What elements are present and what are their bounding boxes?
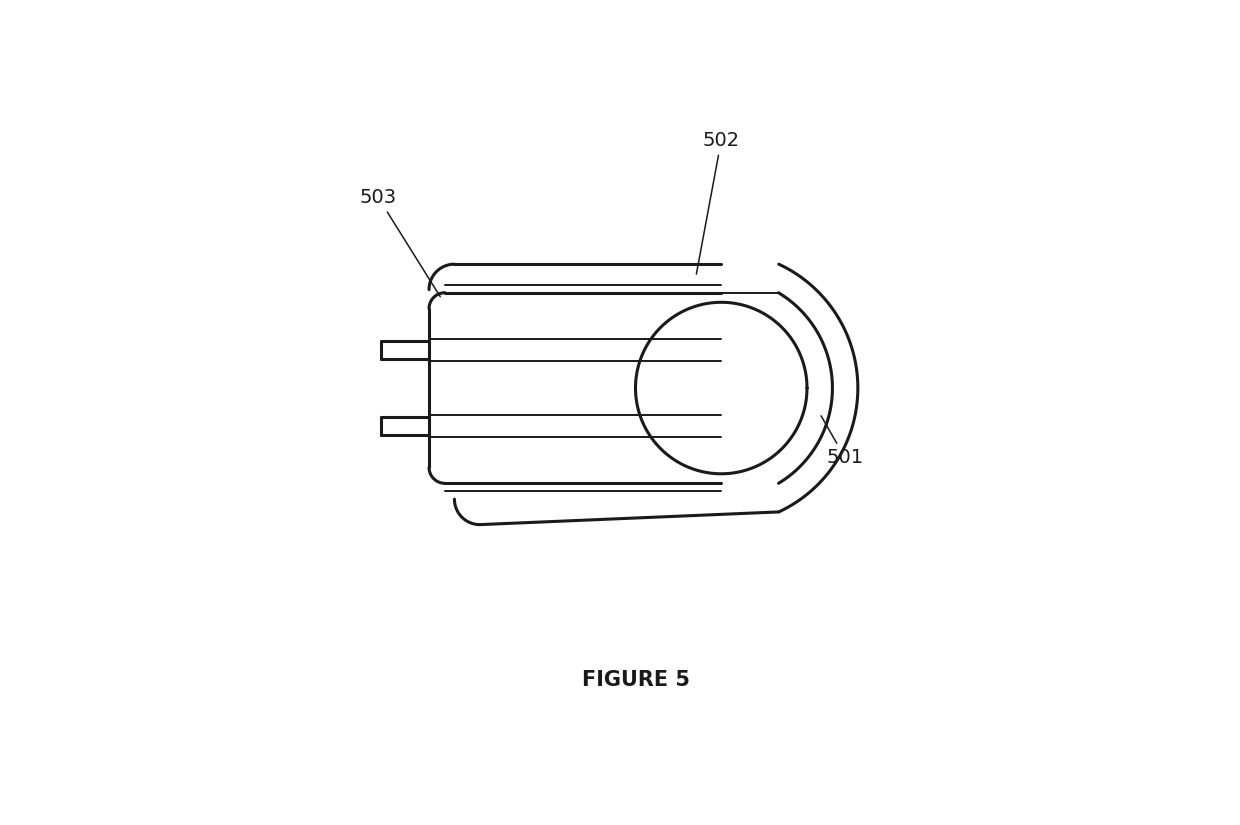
Text: 503: 503 bbox=[360, 188, 440, 297]
Text: 501: 501 bbox=[821, 416, 864, 468]
Text: FIGURE 5: FIGURE 5 bbox=[582, 670, 689, 691]
Text: 502: 502 bbox=[697, 131, 740, 274]
